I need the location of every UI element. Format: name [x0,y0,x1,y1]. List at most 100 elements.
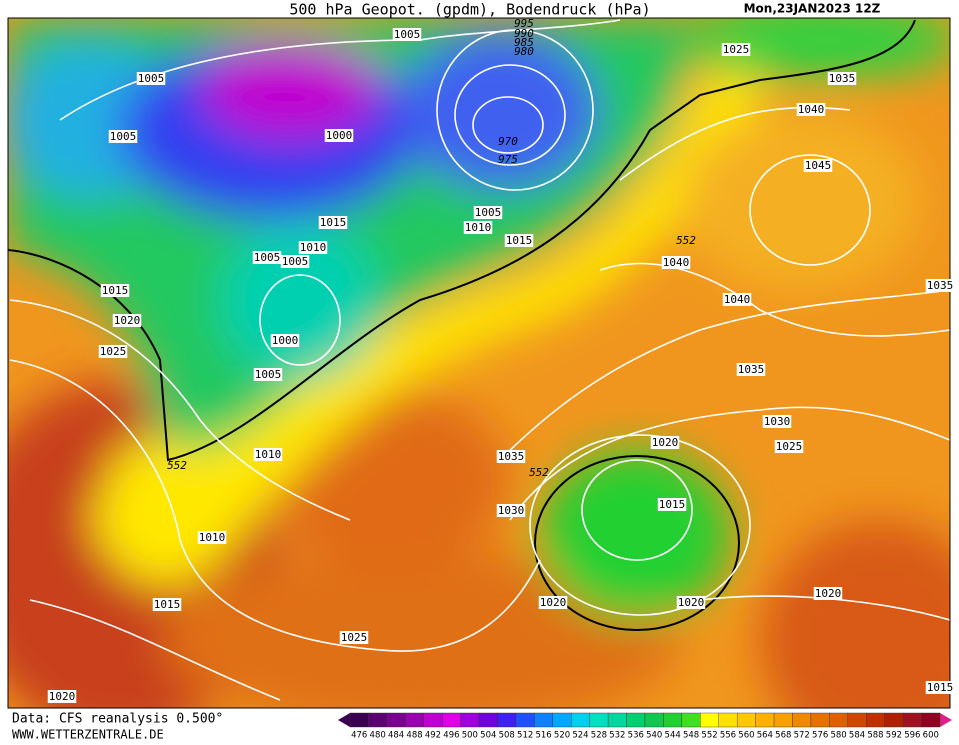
scale-label: 528 [591,731,607,741]
isobar-label: 1000 [326,129,353,142]
scale-label: 476 [351,731,367,741]
scale-label: 488 [406,731,422,741]
scale-label: 544 [665,731,681,741]
isobar-label-bg [98,345,128,358]
scale-swatch [571,712,590,728]
scale-label: 564 [757,731,773,741]
scale-swatch [552,712,572,728]
isobar-label-bg [504,234,534,247]
isobar-label: 1030 [498,504,525,517]
isobar-label-bg [496,450,526,463]
isobar-label: 1040 [798,103,825,116]
scale-label: 496 [443,731,459,741]
scale-swatch [755,712,775,728]
scale-arrow-right [940,713,952,727]
scale-swatch [607,712,627,728]
isobar-label-bg [47,690,77,703]
scale-label: 492 [425,731,441,741]
isobar-label-bg [538,596,568,609]
isobar-label: 975 [498,153,518,166]
isobar-label: 1005 [138,72,165,85]
site-name: WWW.WETTERZENTRALE.DE [12,728,164,742]
isobar-label-bg [762,415,792,428]
isobar-label: 1015 [659,498,686,511]
isobar-label: 1000 [272,334,299,347]
scale-swatch [441,712,461,728]
isobar-label: 1020 [114,314,141,327]
scale-swatch [773,712,793,728]
isobar-label: 1045 [805,159,832,172]
scale-arrow-left [338,713,350,727]
isobar-label-bg [736,363,766,376]
isobar-label: 1005 [110,130,137,143]
isobar-label: 1025 [100,345,127,358]
isobar-label: 1020 [540,596,567,609]
scale-swatch [792,712,812,728]
scale-swatch [921,712,941,728]
isobar-label: 985 [514,36,534,49]
scale-swatch [626,712,646,728]
isobar-label: 1015 [927,681,954,694]
isobar-label-bg [473,206,503,219]
isobar-label: 1005 [254,251,281,264]
scale-label: 588 [867,731,883,741]
isobar-label-bg [253,368,283,381]
isobar-label-bg [392,28,422,41]
map-title: 500 hPa Geopot. (gpdm), Bodendruck (hPa) [289,1,650,19]
scale-swatch [368,712,388,728]
isobar-label: 1020 [815,587,842,600]
isobar-label: 1030 [764,415,791,428]
isobar-label: 1035 [738,363,765,376]
isobar-label: 1020 [678,596,705,609]
isobar-label-bg [676,596,706,609]
isobar-label: 552 [676,234,696,247]
isobar-label-bg [774,440,804,453]
isobar-label: 552 [167,459,187,472]
scale-swatch [423,712,443,728]
scale-swatch [589,712,609,728]
isobar-label-bg [813,587,843,600]
scale-label: 592 [886,731,902,741]
isobar-label: 1020 [49,690,76,703]
isobar-label: 990 [514,27,534,40]
isobar-label-bg [197,531,227,544]
scale-swatch [810,712,830,728]
scale-swatch [700,712,719,728]
isobar-label: 1010 [465,221,492,234]
isobar-label-bg [796,103,826,116]
isobar-label-bg [803,159,833,172]
scale-swatch [663,712,683,728]
scale-label: 560 [738,731,754,741]
isobar-label: 1015 [506,234,533,247]
scale-label: 540 [646,731,662,741]
scale-label: 512 [517,731,533,741]
isobar-label: 1020 [652,436,679,449]
isobar-label-bg [108,130,138,143]
isobar-label: 1015 [320,216,347,229]
isobar-label: 1005 [255,368,282,381]
isobar-label: 1025 [776,440,803,453]
scale-swatch [829,712,849,728]
isobar-label-bg [721,43,751,56]
scale-swatch [405,712,424,728]
isobar-label-bg [253,448,283,461]
scale-swatch [718,712,738,728]
scale-label: 584 [849,731,865,741]
isobar-label-bg [298,241,328,254]
scale-label: 596 [904,731,920,741]
scale-swatch [866,712,885,728]
scale-label: 504 [480,731,496,741]
isobar-label: 1025 [723,43,750,56]
isobar-label: 1040 [663,256,690,269]
isobars [9,19,950,701]
isobar-label-bg [100,284,130,297]
isobar-label: 1035 [498,450,525,463]
isobar-label-bg [318,216,348,229]
isobar-label-bg [152,598,182,611]
isobar-label-bg [722,293,752,306]
scale-swatch [902,712,922,728]
isobar-label: 1010 [300,241,327,254]
isobar-label-bg [136,72,166,85]
color-scale: 476 480 484 488 492 496 500 504 508 512 516 520 524 5… [338,712,952,741]
isobar-label-bg [463,221,493,234]
